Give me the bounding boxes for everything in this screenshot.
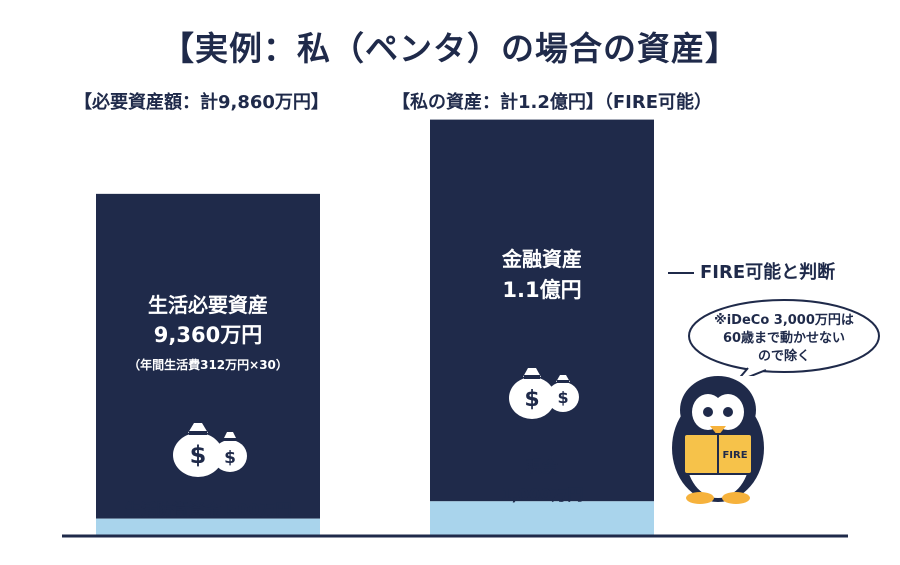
money-bag-icon: $ [509,368,555,419]
svg-text:$: $ [524,387,539,412]
money-bag-icon: $ [547,375,579,412]
penguin-mascot-icon: FIRE [672,376,764,504]
speech-bubble [688,299,880,376]
svg-text:$: $ [224,448,236,468]
label-emergency-fund: 生活防衛資金 500万円 [125,500,292,519]
bubble-line: ので除く [757,349,810,364]
value-financial-assets: 1.1億円 [502,278,581,302]
svg-text:$: $ [557,388,568,407]
label-living-required-assets: 生活必要資産 [148,293,268,317]
money-bag-icon: $ [173,423,223,477]
bar-cash [430,501,654,536]
page-title: 【実例：私（ペンタ）の場合の資産】 [161,29,739,68]
speech-bubble-text: ※iDeCo 3,000万円は 60歳まで動かせない ので除く [690,312,878,366]
value-cash: 1,000万円 [501,485,584,504]
penguin-book-label: FIRE [722,450,747,461]
bubble-line: 60歳まで動かせない [722,331,846,346]
my-assets-heading: 【私の資産：計1.2億円】（FIRE可能） [392,92,713,113]
required-assets-heading: 【必要資産額：計9,860万円】 [74,92,329,113]
bar-financial-assets [430,119,654,502]
svg-text:$: $ [190,441,207,469]
bubble-line: ※iDeCo 3,000万円は [714,313,854,328]
money-bag-icon: $ [213,432,247,472]
value-living-required-assets: 9,360万円 [154,323,262,347]
bar-emergency-fund [96,518,320,536]
fire-judgment-annotation: FIRE可能と判断 [668,258,835,284]
label-financial-assets: 金融資産 [501,247,582,271]
note-living-required-assets: （年間生活費312万円×30） [128,357,288,372]
label-cash: 現金 [526,457,559,476]
